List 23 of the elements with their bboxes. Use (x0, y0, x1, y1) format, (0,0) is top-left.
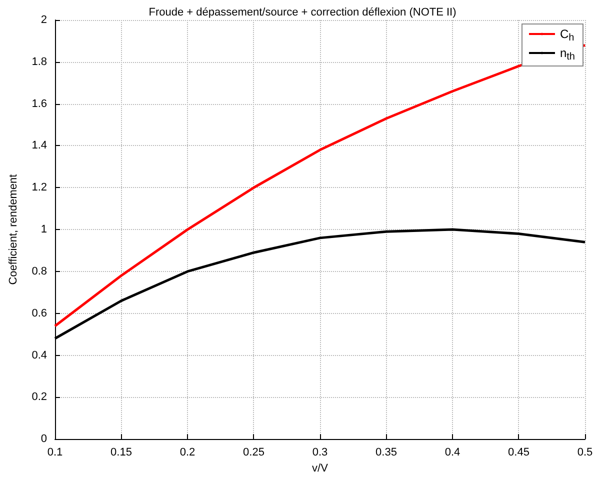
x-tick-label: 0.4 (444, 446, 460, 459)
y-tick-label: 0 (40, 433, 47, 446)
x-tick-label: 0.15 (110, 446, 132, 459)
chart-title: Froude + dépassement/source + correction déflexion (NOTE II) (148, 6, 456, 18)
y-tick-label: 1 (40, 224, 47, 236)
y-tick-label: 0.8 (32, 265, 47, 278)
y-tick-label: 0.2 (32, 391, 47, 404)
x-tick-label: 0.45 (508, 446, 530, 459)
y-tick-label: 2 (40, 14, 47, 26)
x-tick-label: 0.5 (577, 446, 593, 459)
x-tick-label: 0.35 (376, 446, 397, 459)
x-tick-label: 0.1 (47, 446, 63, 459)
x-axis-title: v/V (312, 462, 329, 474)
y-axis-title: Coefficient, rendement (8, 174, 20, 285)
y-tick-label: 1.8 (32, 56, 47, 68)
y-tick-label: 1.2 (32, 182, 47, 194)
x-tick-label: 0.2 (180, 446, 196, 459)
y-tick-label: 1.4 (32, 140, 47, 152)
x-tick-label: 0.3 (312, 446, 328, 459)
x-tick-label: 0.25 (243, 446, 264, 459)
y-tick-label: 0.4 (32, 349, 47, 362)
y-tick-label: 0.6 (32, 307, 47, 320)
y-tick-label: 1.6 (32, 98, 47, 110)
